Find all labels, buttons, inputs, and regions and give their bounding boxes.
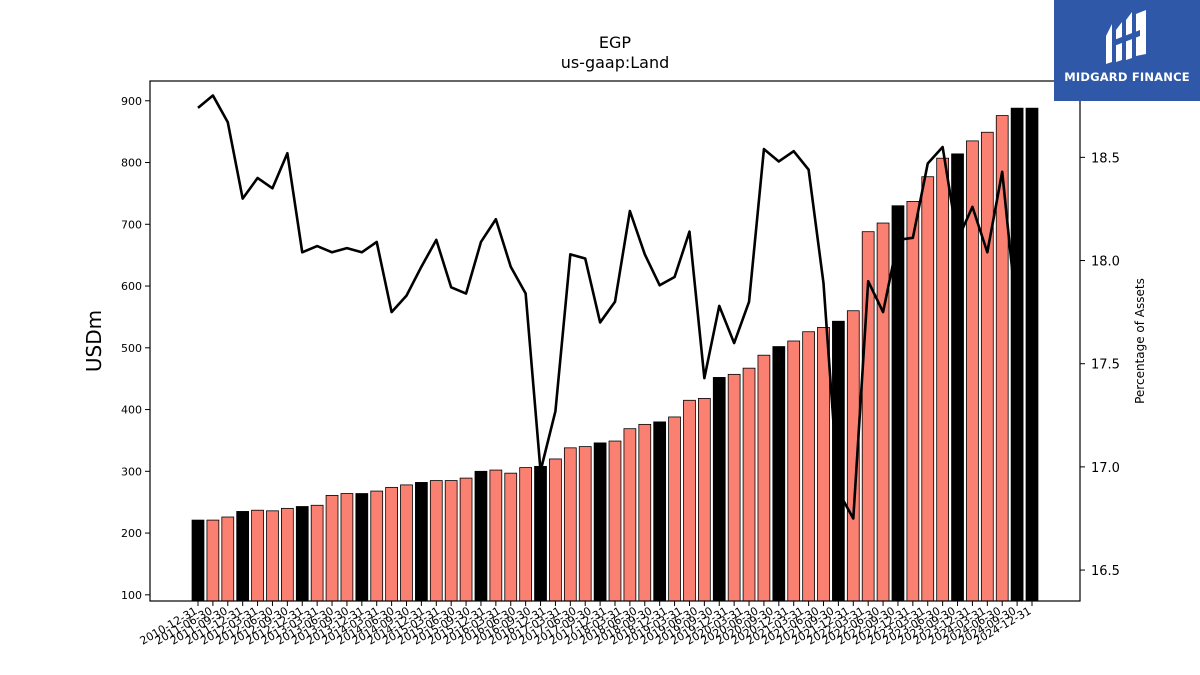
y-tick-label: 400	[121, 404, 142, 417]
bar-2020-09-30	[772, 346, 786, 602]
bar-2018-06-30	[638, 423, 652, 602]
bar-2010-12-31	[191, 519, 205, 602]
logo-text: MIDGARD FINANCE	[1064, 70, 1190, 84]
bar-2016-03-31	[504, 472, 518, 602]
bar-2018-12-31	[668, 416, 681, 602]
bar-2015-09-30	[474, 470, 488, 602]
bar-2021-03-31	[802, 331, 815, 602]
bar-2016-09-30	[534, 465, 547, 602]
bar-2019-12-31	[727, 373, 741, 602]
bar-2011-06-30	[221, 516, 235, 602]
bar-2019-06-30	[698, 398, 711, 602]
bar-2012-06-30	[280, 507, 294, 602]
bar-2021-09-30	[832, 320, 845, 602]
x-axis: 2010-12-312011-06-302011-09-302011-12-31…	[138, 601, 1034, 648]
bar-2019-03-31	[683, 399, 696, 602]
bar-2014-06-30	[400, 484, 413, 602]
logo-mark-icon	[1106, 10, 1146, 64]
y-tick-label: 800	[121, 157, 142, 170]
bar-2013-06-30	[340, 493, 354, 602]
bar-2015-03-31	[444, 480, 458, 602]
bar-2011-03-31	[206, 519, 220, 602]
bar-2013-09-30	[355, 493, 369, 602]
bar-2019-09-30	[712, 377, 726, 602]
bar-series	[191, 107, 1039, 602]
bar-2013-12-31	[370, 490, 384, 602]
y-tick-label: 500	[121, 342, 142, 355]
bar-2018-03-31	[623, 428, 637, 602]
bar-2021-06-30	[817, 327, 830, 602]
y2-axis-label: Percentage of Assets	[1133, 278, 1147, 404]
bar-2011-12-31	[251, 509, 264, 602]
y-axis-label: USDm	[82, 310, 106, 372]
bar-2022-12-31	[906, 201, 920, 602]
bar-2020-03-31	[742, 367, 756, 602]
y2-tick-label: 18.5	[1091, 151, 1120, 166]
percentage-line	[197, 94, 1019, 520]
bar-2013-03-31	[325, 494, 339, 602]
bar-2017-03-31	[563, 447, 577, 602]
bar-2014-03-31	[385, 486, 398, 602]
chart-title: EGP	[599, 33, 632, 52]
bar-2016-06-30	[519, 467, 533, 602]
y2-tick-label: 18.0	[1091, 255, 1120, 270]
bar-2015-12-31	[489, 469, 503, 602]
line-series-layer	[197, 94, 1019, 520]
chart-subtitle: us-gaap:Land	[561, 53, 670, 72]
bar-2012-09-30	[295, 506, 309, 602]
bar-2014-09-30	[415, 482, 428, 602]
midgard-finance-logo: MIDGARD FINANCE	[1054, 0, 1200, 101]
bar-2022-06-30	[876, 222, 890, 602]
bar-2018-09-30	[653, 421, 667, 602]
plot-frame	[149, 80, 1081, 602]
y-tick-label: 900	[121, 95, 142, 108]
left-y-axis: 100 200 300 400 500 600 700 800 900	[121, 95, 150, 602]
bar-2023-06-30	[936, 157, 950, 602]
bar-2015-06-30	[459, 477, 473, 602]
y2-tick-label: 16.5	[1091, 564, 1120, 579]
right-y-axis: 16.5 17.0 17.5 18.0 18.5	[1080, 151, 1120, 579]
bar-2023-03-31	[921, 176, 935, 602]
bar-2014-12-31	[429, 480, 443, 602]
bar-2017-09-30	[593, 442, 607, 602]
bar-2012-12-31	[310, 504, 324, 602]
y2-tick-label: 17.5	[1091, 358, 1120, 373]
y-tick-label: 200	[121, 527, 142, 540]
y-tick-label: 600	[121, 280, 142, 293]
y-tick-label: 300	[121, 465, 142, 478]
bar-2020-06-30	[757, 354, 771, 602]
bar-2016-12-31	[549, 458, 562, 602]
y2-tick-label: 17.0	[1091, 461, 1120, 476]
bar-2017-06-30	[578, 446, 592, 602]
bar-2011-09-30	[236, 511, 250, 602]
bar-2017-12-31	[608, 440, 622, 602]
bar-2024-12-31	[1025, 107, 1039, 602]
y-tick-label: 700	[121, 218, 142, 231]
bar-2024-03-31	[980, 131, 994, 602]
bar-2024-09-30	[1010, 107, 1024, 602]
y-tick-label: 100	[121, 589, 142, 602]
bar-2012-03-31	[266, 510, 279, 602]
bar-2020-12-31	[787, 340, 801, 602]
